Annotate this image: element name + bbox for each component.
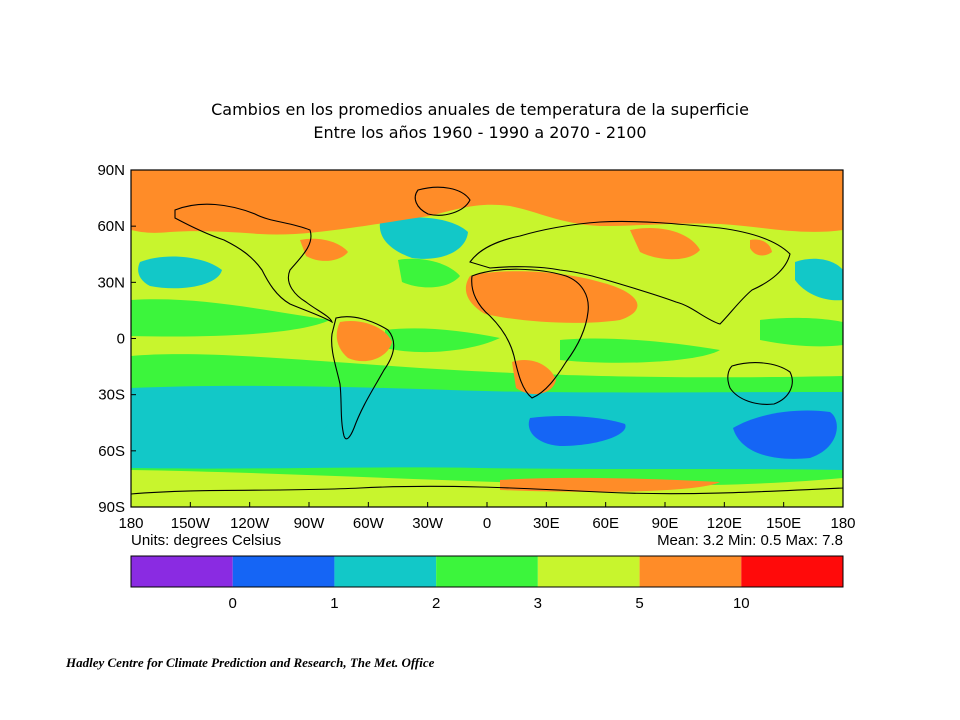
field-orange-eastasia	[750, 239, 772, 256]
lon-tick-label: 30E	[533, 515, 560, 532]
field-arctic-orange	[131, 170, 843, 235]
field-orange-amazon	[336, 320, 392, 362]
field-green-midatlantic	[398, 258, 460, 288]
lon-tick-label: 180	[830, 515, 855, 532]
legend-frame	[130, 555, 844, 588]
coast-australia	[727, 362, 793, 405]
lat-tick-label: 0	[117, 331, 125, 348]
lon-tick-label: 30W	[412, 515, 444, 532]
legend-swatch	[639, 556, 742, 587]
lat-tick-label: 90S	[98, 499, 125, 516]
lon-tick-label: 150E	[766, 515, 801, 532]
legend-swatch	[436, 556, 538, 587]
field-cyan-northatlantic	[379, 217, 468, 259]
legend-swatch	[131, 556, 233, 587]
lon-tick-label: 90W	[294, 515, 326, 532]
lon-tick-label: 150W	[171, 515, 211, 532]
stats-label: Mean: 3.2 Min: 0.5 Max: 7.8	[657, 532, 843, 549]
legend-tick-label: 1	[330, 595, 338, 612]
lon-tick-label: 90E	[652, 515, 679, 532]
lat-tick-label: 60S	[98, 443, 125, 460]
map-title-line-2: Entre los años 1960 - 1990 a 2070 - 2100	[313, 123, 647, 142]
lat-tick-label: 90N	[97, 162, 125, 179]
field-green-eastpacific	[131, 299, 330, 337]
lat-tick-label: 60N	[97, 218, 125, 235]
lat-tick-label: 30S	[98, 387, 125, 404]
units-label: Units: degrees Celsius	[131, 532, 281, 549]
field-orange-northamerica	[300, 238, 348, 261]
field-green-westpacific	[760, 317, 843, 347]
field-blue-southatlantic	[528, 416, 626, 446]
latitude-axis: 90N 60N 30N 0 30S 60S 90S	[97, 162, 136, 516]
lat-tick-label: 30N	[97, 274, 125, 291]
lon-tick-label: 120E	[707, 515, 742, 532]
legend-swatch	[334, 556, 437, 587]
field-orange-sahara	[465, 271, 638, 323]
field-green-indianocean	[560, 338, 720, 363]
coast-south-america	[331, 316, 395, 440]
lon-tick-label: 0	[483, 515, 491, 532]
legend-tick-label: 3	[534, 595, 542, 612]
coast-eurasia	[469, 220, 791, 325]
lon-tick-label: 60E	[592, 515, 619, 532]
coast-greenland	[414, 186, 471, 216]
legend-tick-label: 0	[229, 595, 237, 612]
lon-tick-label: 120W	[230, 515, 270, 532]
legend-swatch	[537, 556, 640, 587]
credit-footer: Hadley Centre for Climate Prediction and…	[66, 655, 435, 670]
field-antarctic-yellow	[131, 470, 843, 507]
field-cyan-southpacific	[179, 397, 332, 448]
lon-tick-label: 60W	[353, 515, 385, 532]
legend-labels: 0 1 2 3 5 10	[229, 595, 750, 612]
field-cyan-northpacific	[138, 256, 222, 289]
legend-tick-label: 10	[733, 595, 750, 612]
field-blue-southpacific	[733, 410, 837, 459]
legend-swatch	[741, 556, 843, 587]
coastlines	[131, 186, 843, 495]
coast-africa	[471, 268, 589, 399]
lon-tick-label: 180	[118, 515, 143, 532]
map-field	[131, 170, 843, 507]
color-legend	[130, 555, 844, 588]
legend-tick-label: 2	[432, 595, 440, 612]
field-orange-centralasia	[630, 228, 700, 260]
field-green-tropicalatlantic	[385, 328, 500, 353]
field-antarctic-orange	[500, 477, 720, 492]
coast-north-america	[174, 203, 333, 324]
legend-tick-label: 5	[635, 595, 643, 612]
map-title-line-1: Cambios en los promedios anuales de temp…	[211, 100, 749, 119]
legend-swatch	[232, 556, 335, 587]
field-cyan-northwestpacific	[795, 258, 843, 301]
coast-antarctica	[131, 485, 843, 495]
longitude-axis: 180 150W 120W 90W 60W 30W 0 30E 60E 90E 120E 150E 18…	[118, 502, 856, 532]
